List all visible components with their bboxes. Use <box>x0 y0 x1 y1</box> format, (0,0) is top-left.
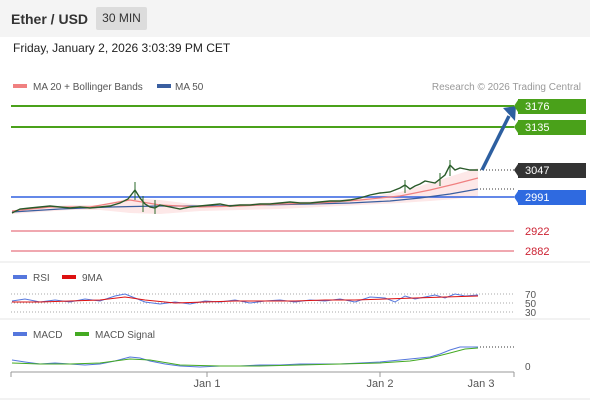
rsi-ma-legend-label: 9MA <box>82 273 103 284</box>
ma20-legend-swatch <box>13 84 27 88</box>
current-price-tag-pointer <box>514 164 518 176</box>
macd-legend-label: MACD <box>33 330 62 341</box>
price-series <box>11 163 478 214</box>
price-candle-wicks <box>134 160 451 214</box>
x-axis-label-jan2: Jan 2 <box>367 378 394 390</box>
macd-legend-swatch <box>13 332 27 336</box>
current-price-value: 3047 <box>525 165 549 177</box>
resistance-2-value: 3176 <box>525 101 549 113</box>
macd-signal-legend-swatch <box>75 332 89 336</box>
resistance-1-value: 3135 <box>525 122 549 134</box>
chart-datetime: Friday, January 2, 2026 3:03:39 PM CET <box>13 41 231 55</box>
chart-header: Ether / USD 30 MIN <box>0 0 590 37</box>
rsi-ma-legend-swatch <box>62 275 76 279</box>
rsi-legend-swatch <box>13 275 27 279</box>
rsi-tick-30: 30 <box>525 308 537 319</box>
rsi-ma-line <box>12 295 479 304</box>
resistance-2-tag <box>518 99 586 114</box>
ma50-legend-label: MA 50 <box>175 82 204 93</box>
macd-zero-label: 0 <box>525 362 531 373</box>
macd-signal-legend-label: MACD Signal <box>95 330 155 341</box>
resistance-2-tag-pointer <box>514 100 518 112</box>
credit-text: Research © 2026 Trading Central <box>432 82 581 93</box>
ma50-legend-swatch <box>157 84 171 88</box>
resistance-1-tag-pointer <box>514 121 518 133</box>
macd-signal-line <box>11 347 479 367</box>
pivot-tag <box>518 190 586 205</box>
forecast-arrow-head <box>503 106 516 121</box>
support-1-value: 2922 <box>525 226 549 238</box>
rsi-tick-70: 70 <box>525 290 537 301</box>
ma20-line <box>11 177 479 212</box>
resistance-1-tag <box>518 120 586 135</box>
pivot-tag-pointer <box>514 191 518 203</box>
rsi-line <box>11 293 479 305</box>
ma20-legend-label: MA 20 + Bollinger Bands <box>33 82 143 93</box>
rsi-tick-50: 50 <box>525 299 537 310</box>
pivot-value: 2991 <box>525 192 549 204</box>
instrument-title: Ether / USD <box>11 11 89 27</box>
x-axis-label-jan1: Jan 1 <box>194 378 221 390</box>
x-axis-label-jan3: Jan 3 <box>468 378 495 390</box>
current-price-tag <box>518 163 586 178</box>
support-2-value: 2882 <box>525 246 549 258</box>
timeframe-button[interactable]: 30 MIN <box>96 7 147 30</box>
forecast-arrow <box>480 115 511 171</box>
rsi-legend-label: RSI <box>33 273 50 284</box>
